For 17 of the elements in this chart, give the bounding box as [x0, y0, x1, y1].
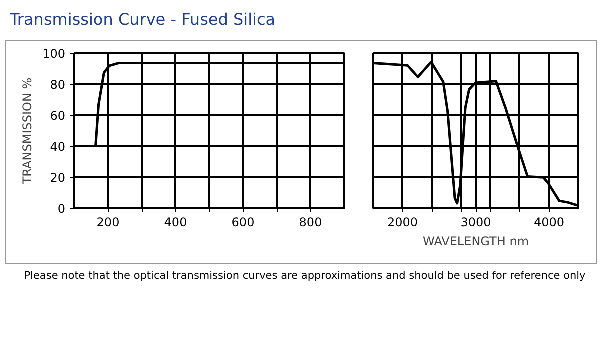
chart-title: Transmission Curve - Fused Silica — [10, 9, 276, 31]
x-tick-label: 600 — [232, 216, 255, 230]
x-tick-label: 3000 — [460, 216, 492, 230]
y-axis-title: TRANSMISSION % — [20, 78, 35, 186]
x-axis-title: WAVELENGTH nm — [422, 234, 530, 248]
y-tick-label: 40 — [50, 140, 66, 154]
x-tick-label: 400 — [164, 216, 188, 230]
x-tick-label: 4000 — [534, 216, 564, 230]
y-tick-label: 80 — [50, 78, 66, 92]
text: Please note that the optical transmission curves are approximations and should be used for reference only — [24, 269, 586, 284]
x-tick-label: 200 — [96, 216, 120, 230]
y-tick-label: 100 — [42, 47, 66, 61]
x-tick-label: 800 — [299, 216, 322, 230]
y-tick-label: 0 — [58, 202, 66, 216]
y-tick-label: 60 — [50, 109, 66, 123]
x-tick-label: 2000 — [388, 216, 418, 230]
y-tick-label: 20 — [50, 171, 66, 185]
